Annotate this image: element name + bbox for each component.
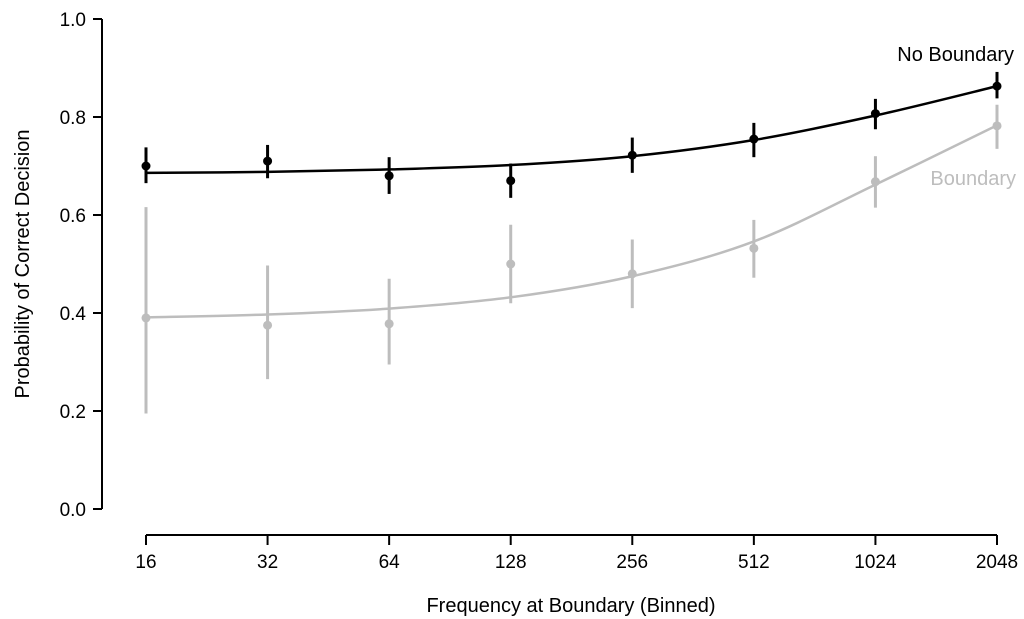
y-tick-label: 1.0 — [60, 10, 86, 31]
x-axis-label: Frequency at Boundary (Binned) — [426, 595, 715, 617]
x-axis: 16 32 64 128 256 512 1024 2048 — [135, 534, 1018, 573]
data-point-no-boundary — [263, 156, 273, 166]
x-tick-label: 64 — [379, 552, 401, 573]
series-layer: No Boundary Boundary — [141, 44, 1016, 414]
x-tick-label: 1024 — [854, 552, 897, 573]
y-axis: 0.0 0.2 0.4 0.6 0.8 1.0 — [60, 10, 103, 521]
data-point-boundary — [627, 269, 637, 279]
x-tick-label: 128 — [495, 552, 527, 573]
y-axis-label: Probability of Correct Decision — [12, 130, 34, 399]
data-point-no-boundary — [992, 81, 1002, 91]
x-tick-label: 512 — [738, 552, 770, 573]
x-tick-label: 256 — [616, 552, 648, 573]
x-tick-label: 32 — [257, 552, 278, 573]
data-point-boundary — [506, 259, 516, 269]
y-tick-label: 0.4 — [60, 304, 87, 325]
y-tick-label: 0.8 — [60, 108, 86, 129]
data-point-boundary — [384, 319, 394, 329]
data-point-no-boundary — [870, 109, 880, 119]
x-tick-label: 2048 — [976, 552, 1018, 573]
y-tick-label: 0.0 — [60, 500, 86, 521]
fit-line-no-boundary — [145, 84, 998, 175]
data-point-boundary — [749, 243, 759, 253]
series-boundary — [141, 104, 1002, 414]
series-label-no-boundary: No Boundary — [897, 44, 1014, 66]
fit-line-boundary — [145, 124, 998, 319]
data-point-no-boundary — [141, 161, 151, 171]
y-tick-label: 0.6 — [60, 206, 86, 227]
series-label-boundary: Boundary — [930, 168, 1016, 190]
data-point-boundary — [992, 121, 1002, 131]
series-no-boundary — [141, 71, 1002, 198]
data-point-no-boundary — [384, 171, 394, 181]
data-point-no-boundary — [506, 176, 516, 186]
data-point-no-boundary — [627, 150, 637, 160]
data-point-boundary — [870, 177, 880, 187]
data-point-boundary — [141, 313, 151, 323]
data-point-boundary — [263, 320, 273, 330]
x-tick-label: 16 — [135, 552, 156, 573]
data-point-no-boundary — [749, 134, 759, 144]
y-tick-label: 0.2 — [60, 402, 86, 423]
